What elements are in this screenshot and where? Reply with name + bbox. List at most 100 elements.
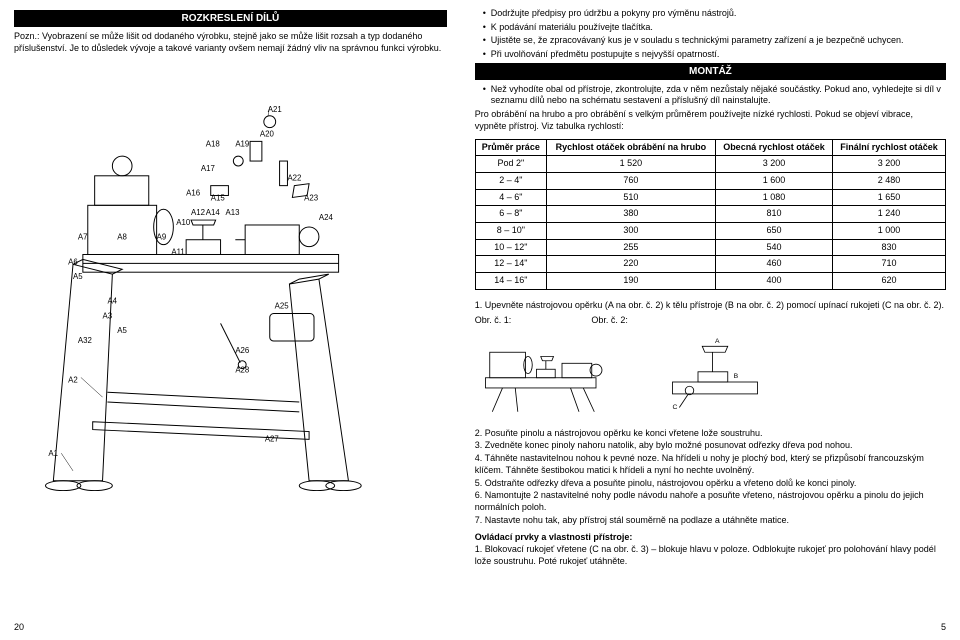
th-3: Finální rychlost otáček — [833, 139, 946, 156]
svg-text:A18: A18 — [206, 140, 221, 149]
right-title: MONTÁŽ — [475, 63, 946, 80]
table-cell: 12 – 14" — [475, 256, 546, 273]
svg-text:A7: A7 — [78, 233, 88, 242]
table-cell: 1 240 — [833, 206, 946, 223]
figure-2: A B C — [645, 331, 785, 420]
step-2: 2. Posuňte pinolu a nástrojovou opěrku k… — [475, 428, 946, 440]
exploded-diagram: A1 A2 A32 A3 A4 A5 A5 A6 A7 A8 A9 A11 A1… — [14, 64, 447, 504]
controls-heading: Ovládací prvky a vlastnosti přístroje: — [475, 532, 946, 544]
table-cell: 4 – 6" — [475, 189, 546, 206]
figure-pair: A B C — [475, 331, 946, 420]
table-cell: 220 — [546, 256, 715, 273]
table-cell: 2 – 4" — [475, 172, 546, 189]
svg-text:A25: A25 — [275, 302, 290, 311]
bullet-1: K podávání materiálu používejte tlačítka… — [483, 22, 946, 34]
table-cell: 2 480 — [833, 172, 946, 189]
table-cell: 190 — [546, 273, 715, 290]
svg-text:A27: A27 — [265, 435, 279, 444]
svg-text:A13: A13 — [225, 209, 240, 218]
table-cell: 3 200 — [833, 156, 946, 173]
svg-text:A14: A14 — [206, 209, 221, 218]
table-cell: 1 600 — [715, 172, 832, 189]
svg-text:A20: A20 — [260, 130, 275, 139]
bullet-2: Ujistěte se, že zpracovávaný kus je v so… — [483, 35, 946, 47]
table-row: 4 – 6"5101 0801 650 — [475, 189, 945, 206]
svg-text:A26: A26 — [235, 346, 250, 355]
table-row: 12 – 14"220460710 — [475, 256, 945, 273]
table-cell: 1 650 — [833, 189, 946, 206]
fig2-caption: Obr. č. 2: — [591, 315, 628, 327]
table-row: 10 – 12"255540830 — [475, 239, 945, 256]
table-cell: 460 — [715, 256, 832, 273]
intro-bullet-item: Než vyhodíte obal od přístroje, zkontrol… — [483, 84, 946, 107]
table-cell: 1 080 — [715, 189, 832, 206]
svg-text:A10: A10 — [176, 218, 191, 227]
table-cell: 710 — [833, 256, 946, 273]
table-cell: 620 — [833, 273, 946, 290]
lathe-svg: A1 A2 A32 A3 A4 A5 A5 A6 A7 A8 A9 A11 A1… — [14, 64, 447, 504]
left-page-number: 20 — [14, 622, 24, 634]
th-2: Obecná rychlost otáček — [715, 139, 832, 156]
table-cell: 540 — [715, 239, 832, 256]
svg-text:A17: A17 — [201, 164, 215, 173]
table-cell: 1 520 — [546, 156, 715, 173]
svg-text:A8: A8 — [117, 233, 127, 242]
svg-text:A6: A6 — [68, 258, 78, 267]
left-title: ROZKRESLENÍ DÍLŮ — [14, 10, 447, 27]
numbered-steps: 2. Posuňte pinolu a nástrojovou opěrku k… — [475, 428, 946, 527]
table-cell: 6 – 8" — [475, 206, 546, 223]
svg-text:A12: A12 — [191, 209, 205, 218]
table-cell: 650 — [715, 222, 832, 239]
table-cell: 14 – 16" — [475, 273, 546, 290]
controls-item-1: 1. Blokovací rukojeť vřetene (C na obr. … — [475, 544, 946, 567]
table-cell: 510 — [546, 189, 715, 206]
svg-text:A4: A4 — [107, 297, 117, 306]
svg-text:A5: A5 — [73, 272, 83, 281]
table-row: 2 – 4"7601 6002 480 — [475, 172, 945, 189]
svg-text:A16: A16 — [186, 189, 201, 198]
table-cell: 760 — [546, 172, 715, 189]
svg-text:A21: A21 — [268, 105, 282, 114]
svg-text:B: B — [733, 373, 738, 380]
table-row: Pod 2"1 5203 2003 200 — [475, 156, 945, 173]
table-cell: 810 — [715, 206, 832, 223]
step-5: 5. Odstraňte odřezky dřeva a posuňte pin… — [475, 478, 946, 490]
svg-text:A: A — [715, 338, 720, 345]
advice-text: Pro obrábění na hrubo a pro obrábění s v… — [475, 109, 946, 132]
left-note: Pozn.: Vyobrazení se může lišit od dodan… — [14, 31, 447, 54]
step-3: 3. Zvedněte konec pinoly nahoru natolik,… — [475, 440, 946, 452]
safety-bullets: Dodržujte předpisy pro údržbu a pokyny p… — [475, 8, 946, 61]
right-page: Dodržujte předpisy pro údržbu a pokyny p… — [461, 0, 960, 640]
step-4: 4. Táhněte nastavitelnou nohou k pevné n… — [475, 453, 946, 476]
table-cell: 380 — [546, 206, 715, 223]
th-1: Rychlost otáček obrábění na hrubo — [546, 139, 715, 156]
right-page-number: 5 — [941, 622, 946, 634]
svg-text:A1: A1 — [48, 450, 58, 459]
table-row: 8 – 10"3006501 000 — [475, 222, 945, 239]
table-cell: Pod 2" — [475, 156, 546, 173]
table-cell: 400 — [715, 273, 832, 290]
svg-text:A9: A9 — [157, 233, 167, 242]
fig1-caption: Obr. č. 1: — [475, 315, 512, 327]
left-page: ROZKRESLENÍ DÍLŮ Pozn.: Vyobrazení se mů… — [0, 0, 461, 640]
figure-1 — [475, 331, 615, 420]
table-cell: 300 — [546, 222, 715, 239]
svg-text:A24: A24 — [319, 213, 334, 222]
svg-text:A22: A22 — [287, 174, 301, 183]
svg-text:A5: A5 — [117, 327, 127, 336]
table-cell: 1 000 — [833, 222, 946, 239]
bullet-3: Při uvolňování předmětu postupujte s nej… — [483, 49, 946, 61]
table-cell: 255 — [546, 239, 715, 256]
step-7: 7. Nastavte nohu tak, aby přístroj stál … — [475, 515, 946, 527]
table-cell: 3 200 — [715, 156, 832, 173]
table-cell: 8 – 10" — [475, 222, 546, 239]
intro-bullet: Než vyhodíte obal od přístroje, zkontrol… — [475, 84, 946, 107]
svg-text:A15: A15 — [211, 194, 226, 203]
table-cell: 830 — [833, 239, 946, 256]
svg-text:A19: A19 — [235, 140, 249, 149]
table-cell: 10 – 12" — [475, 239, 546, 256]
note-text: Vyobrazení se může lišit od dodaného výr… — [14, 31, 441, 53]
svg-text:A2: A2 — [68, 376, 78, 385]
step-1: 1. Upevněte nástrojovou opěrku (A na obr… — [475, 300, 946, 312]
svg-text:C: C — [672, 404, 677, 411]
